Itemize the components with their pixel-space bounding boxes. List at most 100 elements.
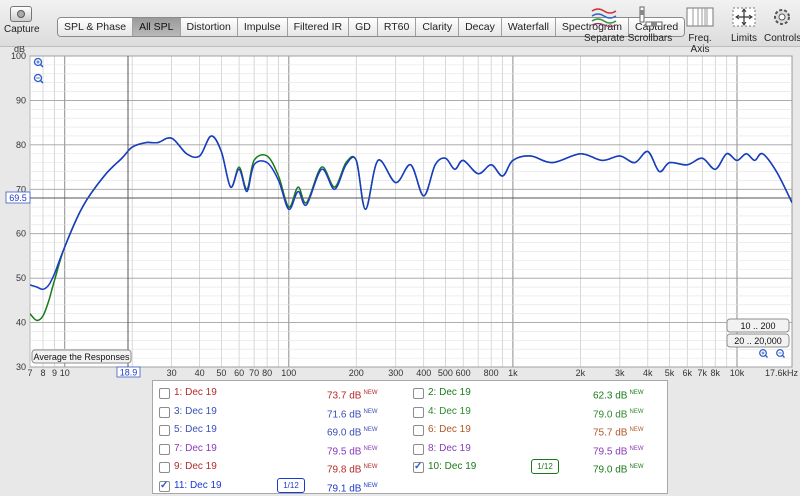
series-line-blue [30, 135, 792, 291]
freq-axis-icon [686, 7, 714, 27]
measurement-name: 8: Dec 19 [428, 442, 471, 454]
x-tick-label: 80 [262, 368, 272, 378]
measurement-level: 71.6 dB NEW [327, 405, 377, 422]
measurement-checkbox[interactable] [159, 479, 170, 493]
zoom-out-icon[interactable] [33, 73, 44, 84]
x-zoom-out-icon[interactable] [776, 349, 785, 358]
average-responses-button[interactable]: Average the Responses [31, 349, 132, 364]
limits-icon [732, 7, 756, 27]
x-tick-label: 200 [349, 368, 364, 378]
new-tag: NEW [629, 464, 644, 471]
range-20-20000-button[interactable]: 20 .. 20,000 [726, 333, 790, 348]
measurement-name: 5: Dec 19 [174, 424, 217, 436]
measurement-row[interactable]: 8: Dec 19 79.5 dB NEW [413, 442, 658, 459]
controls-button[interactable]: Controls [764, 6, 800, 44]
x-tick-label: 50 [216, 368, 226, 378]
tab-decay[interactable]: Decay [459, 18, 502, 36]
new-tag: NEW [629, 408, 644, 415]
x-tick-label: 8k [711, 368, 721, 378]
measurement-row[interactable]: 1: Dec 19 73.7 dB NEW [159, 386, 404, 401]
new-tag: NEW [629, 427, 644, 434]
tab-waterfall[interactable]: Waterfall [501, 18, 556, 36]
measurement-checkbox[interactable] [413, 443, 424, 455]
measurement-level-value: 75.7 dB [593, 427, 628, 439]
x-tick-label: 3k [615, 368, 625, 378]
smoothing-badge[interactable]: 1/12 [531, 459, 559, 475]
measurement-checkbox[interactable] [413, 388, 424, 399]
x-zoom-in-icon[interactable] [759, 349, 768, 358]
tab-spl-phase[interactable]: SPL & Phase [58, 18, 134, 36]
freq-axis-label: Freq. Axis [688, 33, 712, 55]
measurement-level-value: 79.1 dB [327, 483, 362, 495]
smoothing-badge[interactable]: 1/12 [277, 478, 305, 493]
tab-rt60[interactable]: RT60 [377, 18, 417, 36]
measurement-checkbox[interactable] [413, 460, 424, 474]
y-tick-label: 40 [16, 318, 26, 328]
measurement-level: 79.0 dB NEW [593, 460, 643, 477]
measurement-name: 10: Dec 19 [428, 461, 477, 473]
x-tick-label: 800 [484, 368, 499, 378]
svg-text:69.5: 69.5 [9, 193, 27, 203]
limits-button[interactable]: Limits [726, 6, 762, 44]
measurement-level-value: 69.0 dB [327, 427, 362, 439]
x-tick-label: 600 [456, 368, 471, 378]
measurement-checkbox[interactable] [159, 425, 170, 437]
measurement-level: 79.1 dB NEW [327, 479, 377, 496]
measurement-row[interactable]: 3: Dec 19 71.6 dB NEW [159, 405, 404, 422]
measurement-level: 69.0 dB NEW [327, 423, 377, 440]
x-tick-labels: 7 8 9 10 30 40 50 60 70 80 100 200 300 400 500 600 800 1k… [27, 368, 798, 378]
x-tick-label: 10 [60, 368, 70, 378]
y-tick-label: 60 [16, 229, 26, 239]
measurement-name: 11: Dec 19 [174, 480, 222, 491]
tab-impulse[interactable]: Impulse [237, 18, 288, 36]
range-20-20000-label: 20 .. 20,000 [734, 336, 782, 346]
new-tag: NEW [363, 427, 378, 434]
x-tick-label: 7k [698, 368, 708, 378]
plot-area[interactable] [29, 55, 793, 368]
tab-filtered-ir[interactable]: Filtered IR [287, 18, 350, 36]
freq-axis-button[interactable]: Freq. Axis [678, 6, 722, 55]
gear-icon [774, 9, 790, 25]
measurement-name: 7: Dec 19 [174, 442, 217, 454]
new-tag: NEW [629, 445, 644, 452]
measurement-row[interactable]: 4: Dec 19 79.0 dB NEW [413, 405, 658, 420]
x-tick-label: 500 [438, 368, 453, 378]
y-tick-label: 100 [11, 51, 26, 61]
measurement-level: 75.7 dB NEW [593, 423, 643, 440]
measurement-checkbox[interactable] [413, 425, 424, 437]
tab-gd[interactable]: GD [349, 18, 378, 36]
capture-button[interactable]: Capture [4, 6, 40, 35]
measurement-level-value: 79.0 dB [593, 464, 628, 476]
scrollbars-button[interactable]: Scrollbars [627, 6, 673, 44]
measurement-checkbox[interactable] [159, 406, 170, 418]
y-tick-labels: 100 90 80 70 60 50 40 30 [11, 51, 26, 372]
measurement-row[interactable]: 2: Dec 19 62.3 dB NEW [413, 386, 658, 401]
separate-label: Separate [584, 33, 625, 44]
separate-button[interactable]: Separate [584, 6, 625, 44]
measurement-row[interactable]: 6: Dec 19 75.7 dB NEW [413, 423, 658, 440]
measurement-row[interactable]: 5: Dec 19 69.0 dB NEW [159, 423, 404, 440]
range-10-200-button[interactable]: 10 .. 200 [726, 318, 790, 333]
cursor-y-readout: 69.5 [5, 191, 31, 204]
new-tag: NEW [363, 390, 378, 396]
measurement-checkbox[interactable] [159, 462, 170, 474]
measurement-row[interactable]: 9: Dec 19 79.8 dB NEW [159, 460, 404, 476]
zoom-in-icon[interactable] [33, 57, 44, 68]
x-tick-label: 300 [388, 368, 403, 378]
y-tick-label: 30 [16, 362, 26, 372]
tab-all-spl[interactable]: All SPL [133, 18, 181, 36]
capture-label: Capture [4, 24, 40, 35]
measurement-checkbox[interactable] [413, 406, 424, 418]
limits-label: Limits [730, 33, 758, 44]
new-tag: NEW [363, 464, 378, 471]
tab-distortion[interactable]: Distortion [180, 18, 238, 36]
tab-clarity[interactable]: Clarity [416, 18, 460, 36]
measurement-checkbox[interactable] [159, 443, 170, 455]
measurement-level: 79.5 dB NEW [593, 442, 643, 459]
grid [29, 55, 792, 368]
measurement-row[interactable]: 7: Dec 19 79.5 dB NEW [159, 442, 404, 457]
measurement-checkbox[interactable] [159, 388, 170, 399]
